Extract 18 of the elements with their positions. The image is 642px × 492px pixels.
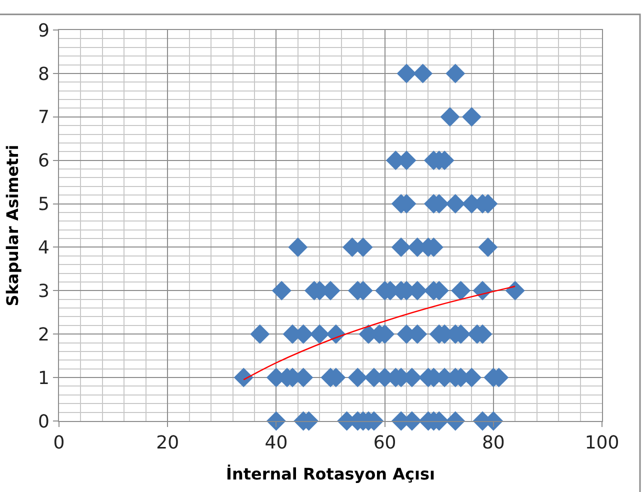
y-tick-label: 6 [38,150,50,172]
x-tick-label: 60 [373,432,396,454]
y-tick-label: 8 [38,64,50,85]
x-tick-label: 20 [156,432,180,454]
y-tick-label: 7 [38,107,50,128]
y-tick-label: 3 [38,280,50,302]
x-tick-label: 40 [264,432,288,454]
y-axis-title: Skapular Asimetri [2,144,22,306]
y-tick-label: 2 [38,324,50,346]
y-tick-label: 9 [38,20,50,42]
y-tick-label: 5 [38,194,50,216]
y-tick-label: 4 [38,238,50,259]
y-tick-label: 1 [38,368,50,389]
y-tick-label: 0 [38,411,50,432]
x-tick-label: 0 [53,432,65,454]
x-tick-label: 100 [584,432,620,454]
x-tick-label: 80 [482,432,505,454]
x-axis-title: İnternal Rotasyon Açısı [226,464,435,484]
